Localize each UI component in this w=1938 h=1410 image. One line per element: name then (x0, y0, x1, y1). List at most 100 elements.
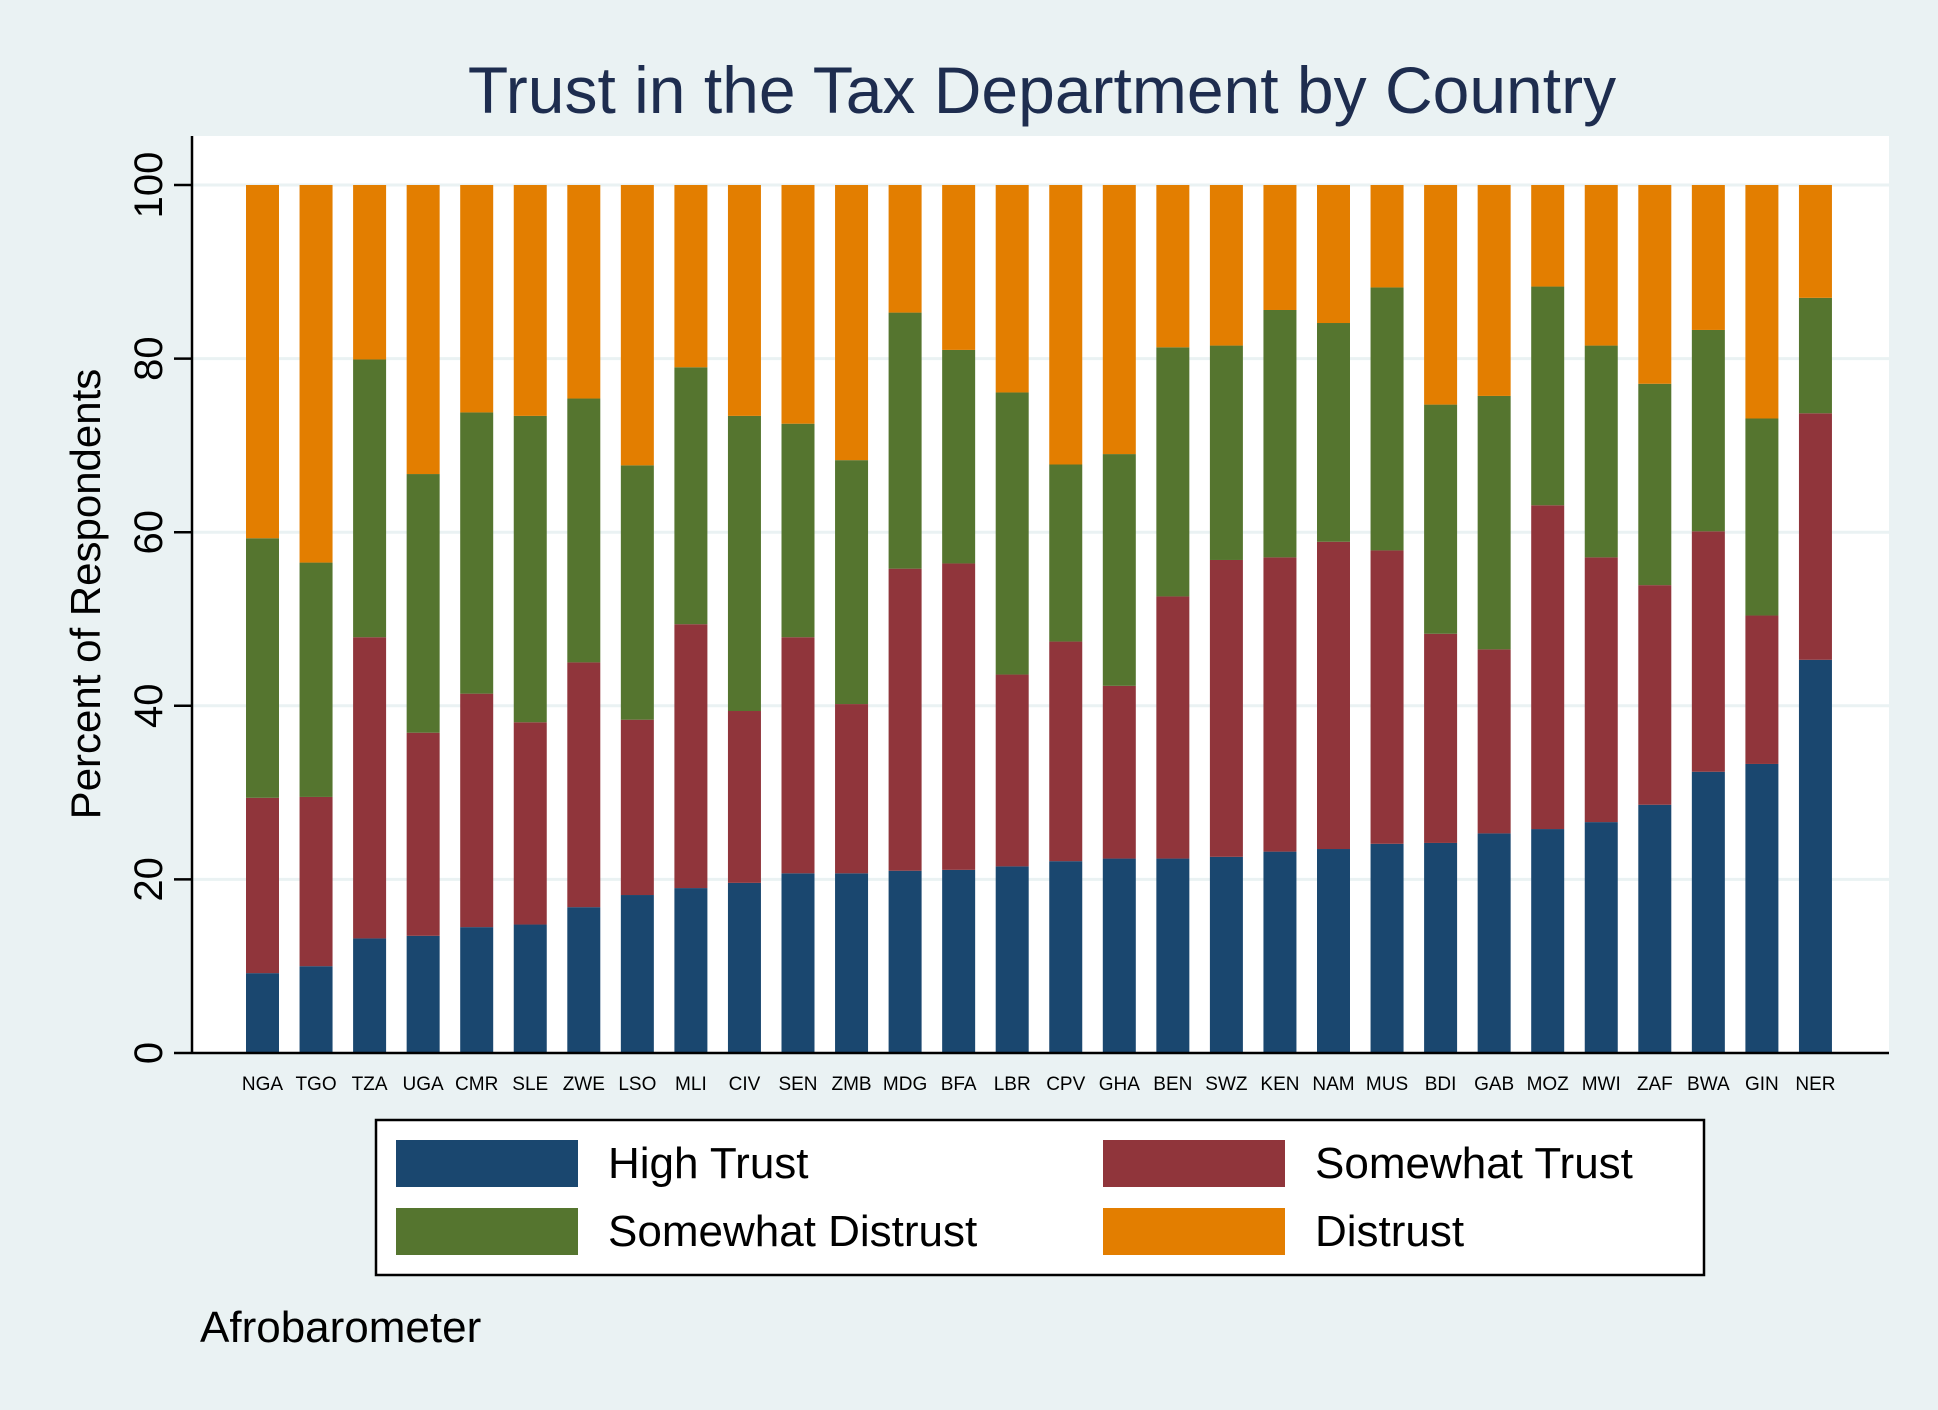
bar-segment (1102, 685, 1136, 859)
legend-swatch (396, 1208, 578, 1255)
bar-segment (460, 185, 494, 413)
bar-segment (406, 935, 440, 1053)
legend-swatch (1103, 1140, 1285, 1187)
bar-segment (1209, 856, 1243, 1053)
y-tick-label: 80 (127, 336, 171, 381)
bar-segment (1263, 309, 1297, 558)
x-tick-label: BDI (1425, 1074, 1457, 1095)
chart-title: Trust in the Tax Department by Country (468, 53, 1616, 127)
bar-segment (460, 693, 494, 928)
bar-segment (1691, 771, 1725, 1053)
bar-segment (513, 185, 547, 416)
bar-segment (1049, 641, 1083, 862)
x-tick-label: MOZ (1527, 1074, 1570, 1095)
bar-segment (620, 895, 654, 1053)
bar-segment (727, 711, 761, 883)
bar-segment (727, 185, 761, 416)
bar-segment (1263, 557, 1297, 852)
bar-segment (620, 719, 654, 896)
y-tick-label: 60 (127, 510, 171, 555)
bar-segment (299, 796, 333, 967)
bar-segment (1531, 829, 1565, 1053)
bar-segment (353, 185, 387, 360)
bar-segment (1745, 185, 1779, 419)
bar-segment (1745, 615, 1779, 764)
x-tick-label: MDG (883, 1074, 927, 1095)
bar-segment (246, 538, 279, 798)
x-tick-label: TGO (295, 1074, 336, 1095)
bar-segment (460, 927, 494, 1053)
x-tick-label: TZA (352, 1074, 388, 1095)
bar-segment (674, 888, 708, 1053)
x-tick-label: KEN (1260, 1074, 1299, 1095)
x-tick-label: MLI (675, 1074, 707, 1095)
x-tick-label: GIN (1745, 1074, 1779, 1095)
bar-segment (1638, 185, 1672, 384)
legend-label: High Trust (608, 1139, 809, 1188)
x-tick-label: ZMB (831, 1074, 871, 1095)
bar-segment (1263, 851, 1297, 1053)
x-tick-label: SWZ (1205, 1074, 1248, 1095)
bar-segment (1691, 185, 1725, 330)
x-tick-label: ZWE (563, 1074, 605, 1095)
bar-segment (513, 415, 547, 723)
bar-segment (1691, 329, 1725, 532)
bars (246, 185, 1832, 1053)
y-tick-label: 0 (127, 1042, 171, 1064)
bar-segment (406, 474, 440, 733)
x-tick-label: LSO (618, 1074, 656, 1095)
bar-segment (674, 367, 708, 625)
x-tick-label: BEN (1153, 1074, 1192, 1095)
bar-segment (888, 870, 922, 1053)
x-tick-label: NER (1795, 1074, 1835, 1095)
bar-segment (781, 185, 815, 424)
x-tick-label: BWA (1687, 1074, 1730, 1095)
bar-segment (460, 412, 494, 694)
bar-segment (1370, 287, 1404, 551)
x-tick-label: SEN (778, 1074, 817, 1095)
y-tick-label: 40 (127, 684, 171, 729)
bar-segment (835, 185, 869, 461)
bar-segment (299, 562, 333, 797)
legend-box (374, 1118, 1706, 1277)
bar-segment (1638, 383, 1672, 586)
x-tick-label: GAB (1474, 1074, 1514, 1095)
bar-segment (781, 873, 815, 1053)
bar-segment (1156, 858, 1190, 1053)
bar-segment (888, 185, 922, 313)
bar-segment (246, 797, 279, 974)
bar-segment (1424, 842, 1458, 1053)
bar-segment (1263, 185, 1297, 310)
bar-segment (781, 637, 815, 874)
bar-segment (353, 938, 387, 1053)
bar-segment (406, 185, 440, 475)
bar-segment (406, 732, 440, 936)
bar-segment (1531, 505, 1565, 830)
legend-label: Somewhat Distrust (608, 1207, 977, 1256)
source-note: Afrobarometer (200, 1303, 481, 1352)
bar-segment (1102, 185, 1136, 455)
bar-segment (995, 866, 1029, 1053)
bar-segment (1477, 649, 1511, 834)
legend-swatch (1103, 1208, 1285, 1255)
x-tick-label: BFA (941, 1074, 977, 1095)
bar-segment (1049, 185, 1083, 465)
x-tick-label: UGA (403, 1074, 445, 1095)
bar-segment (781, 423, 815, 638)
bar-segment (1317, 849, 1350, 1053)
bar-segment (513, 924, 547, 1053)
x-tick-label: CMR (455, 1074, 498, 1095)
bar-segment (1102, 858, 1136, 1053)
bar-segment (299, 966, 333, 1053)
bar-segment (995, 674, 1029, 867)
y-axis-label: Percent of Respondents (62, 369, 109, 820)
x-tick-label: SLE (512, 1074, 548, 1095)
bar-segment (888, 312, 922, 569)
legend: High Trust Somewhat Trust Somewhat Distrus… (374, 1118, 1706, 1277)
y-tick-label: 20 (127, 857, 171, 902)
bar-segment (620, 185, 654, 466)
bar-segment (727, 882, 761, 1053)
bar-segment (1584, 185, 1618, 346)
bar-segment (1477, 185, 1511, 396)
bar-segment (353, 359, 387, 638)
